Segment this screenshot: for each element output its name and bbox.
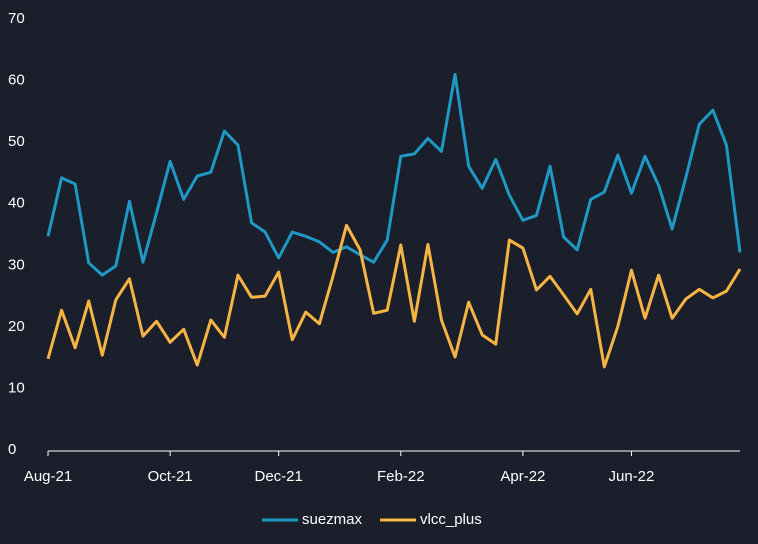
y-tick-label: 30 <box>8 256 25 273</box>
x-tick-label: Apr-22 <box>500 468 545 485</box>
line-series <box>46 72 742 277</box>
y-tick-label: 20 <box>8 318 25 335</box>
y-tick-label: 70 <box>8 10 25 27</box>
x-tick-label: Dec-21 <box>254 468 302 485</box>
y-tick-label: 40 <box>8 195 25 212</box>
y-tick-label: 50 <box>8 133 25 150</box>
line-series <box>46 223 742 369</box>
y-tick-label: 60 <box>8 72 25 89</box>
x-tick-label: Feb-22 <box>377 468 425 485</box>
y-tick-label: 0 <box>8 441 16 458</box>
legend-label: suezmax <box>302 511 363 528</box>
x-tick-label: Aug-21 <box>24 468 72 485</box>
x-tick-label: Jun-22 <box>609 468 655 485</box>
y-tick-label: 10 <box>8 379 25 396</box>
x-tick-label: Oct-21 <box>148 468 193 485</box>
legend-label: vlcc_plus <box>420 511 482 528</box>
